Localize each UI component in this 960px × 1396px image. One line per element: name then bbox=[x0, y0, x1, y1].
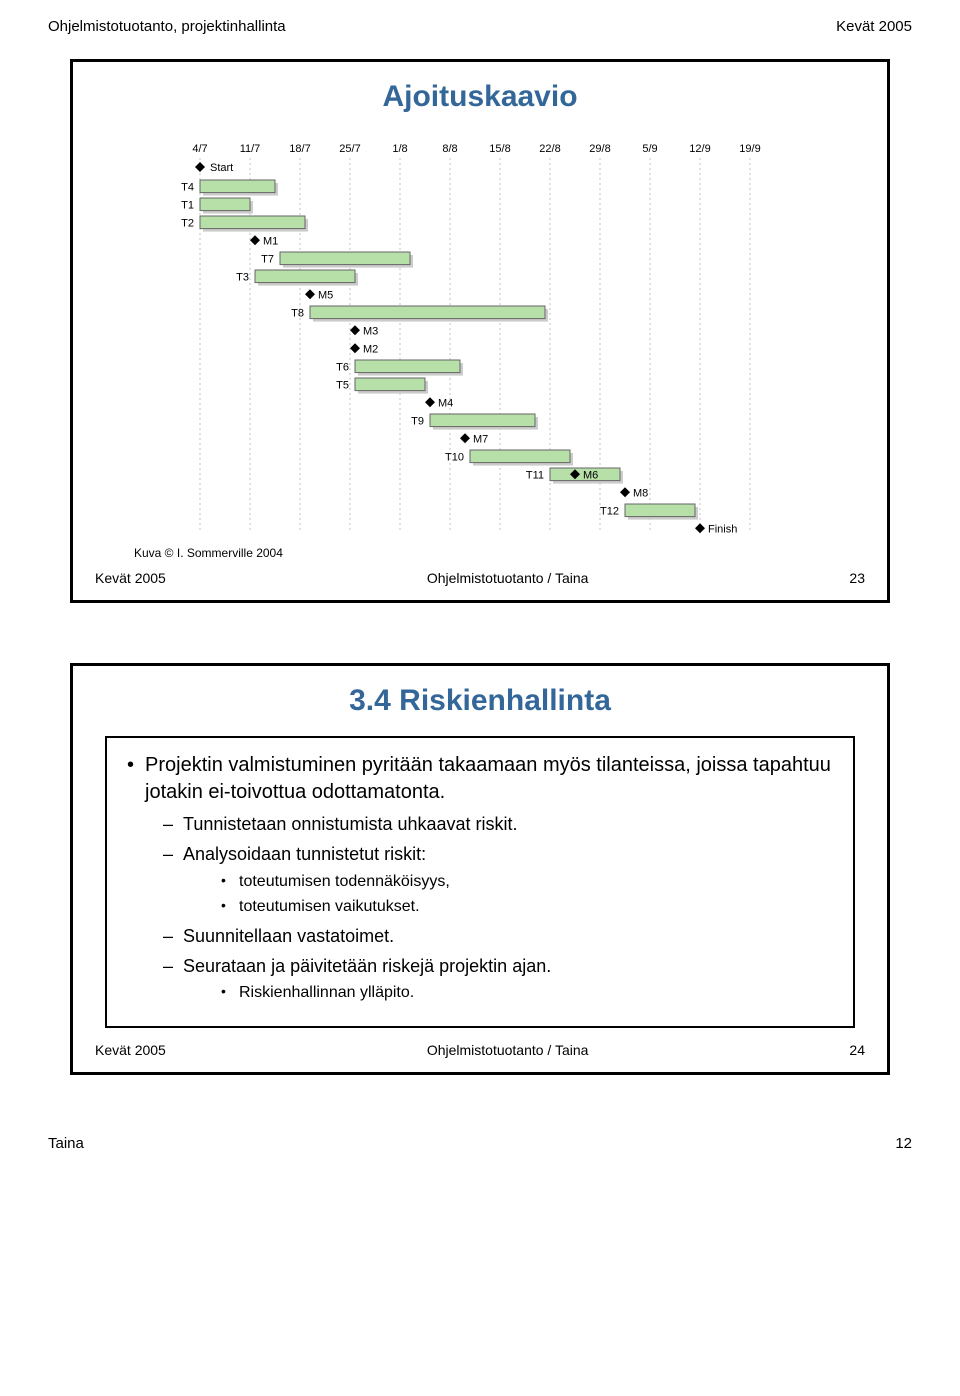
svg-text:22/8: 22/8 bbox=[539, 143, 560, 155]
svg-text:T7: T7 bbox=[261, 254, 274, 266]
svg-text:T2: T2 bbox=[181, 218, 194, 230]
svg-text:M3: M3 bbox=[363, 325, 378, 337]
svg-text:11/7: 11/7 bbox=[240, 143, 261, 155]
svg-text:M7: M7 bbox=[473, 433, 488, 445]
list-item: Tunnistetaan onnistumista uhkaavat riski… bbox=[145, 812, 837, 836]
page: Ohjelmistotuotanto, projektinhallinta Ke… bbox=[0, 0, 960, 1182]
header-right: Kevät 2005 bbox=[836, 18, 912, 35]
svg-text:M1: M1 bbox=[263, 235, 278, 247]
slide-1-footer-right: 23 bbox=[849, 570, 865, 586]
slide-2-footer: Kevät 2005 Ohjelmistotuotanto / Taina 24 bbox=[95, 1042, 865, 1058]
footer-left: Taina bbox=[48, 1135, 84, 1152]
list-item: Seurataan ja päivitetään riskejä projekt… bbox=[145, 954, 837, 1004]
svg-text:T11: T11 bbox=[526, 470, 544, 482]
bullet-level-3: toteutumisen todennäköisyys, toteutumisen… bbox=[183, 871, 837, 918]
gantt-svg: 4/7 11/7 18/7 25/7 1/8 8/8 15/8 22/8 29/8 5/9 12/9… bbox=[130, 132, 830, 542]
slide-2-footer-right: 24 bbox=[849, 1042, 865, 1058]
svg-text:T12: T12 bbox=[600, 506, 619, 518]
svg-text:T10: T10 bbox=[445, 452, 464, 464]
slide-1-footer-left: Kevät 2005 bbox=[95, 570, 166, 586]
svg-text:4/7: 4/7 bbox=[192, 143, 207, 155]
page-footer: Taina 12 bbox=[48, 1135, 912, 1152]
svg-text:18/7: 18/7 bbox=[289, 143, 310, 155]
slide-2-title: 3.4 Riskienhallinta bbox=[95, 684, 865, 718]
svg-text:M8: M8 bbox=[633, 487, 648, 499]
svg-text:8/8: 8/8 bbox=[442, 143, 457, 155]
svg-text:T4: T4 bbox=[181, 182, 194, 194]
slide-1-footer: Kevät 2005 Ohjelmistotuotanto / Taina 23 bbox=[95, 570, 865, 586]
list-item: Analysoidaan tunnistetut riskit:toteutum… bbox=[145, 842, 837, 917]
svg-text:T9: T9 bbox=[411, 416, 424, 428]
svg-text:T3: T3 bbox=[236, 272, 249, 284]
slide-2: 3.4 Riskienhallinta Projektin valmistumi… bbox=[70, 663, 890, 1075]
list-item: toteutumisen todennäköisyys, bbox=[183, 871, 837, 893]
svg-text:Finish: Finish bbox=[708, 523, 737, 535]
slide-1-title: Ajoituskaavio bbox=[95, 80, 865, 114]
list-item: Riskienhallinnan ylläpito. bbox=[183, 982, 837, 1004]
svg-text:15/8: 15/8 bbox=[489, 143, 510, 155]
slide-1: Ajoituskaavio 4/7 11/7 18/7 25/7 1/8 8/8 15/8 2… bbox=[70, 59, 890, 603]
page-header: Ohjelmistotuotanto, projektinhallinta Ke… bbox=[48, 18, 912, 35]
svg-text:T6: T6 bbox=[336, 362, 349, 374]
svg-text:M5: M5 bbox=[318, 289, 333, 301]
svg-text:19/9: 19/9 bbox=[739, 143, 760, 155]
svg-text:T5: T5 bbox=[336, 380, 349, 392]
bullet-level-2: Tunnistetaan onnistumista uhkaavat riski… bbox=[145, 812, 837, 1004]
list-item: Suunnitellaan vastatoimet. bbox=[145, 924, 837, 948]
bullet-level-1: Projektin valmistuminen pyritään takaama… bbox=[123, 752, 837, 1004]
list-item: toteutumisen vaikutukset. bbox=[183, 896, 837, 918]
svg-text:12/9: 12/9 bbox=[689, 143, 710, 155]
footer-right: 12 bbox=[895, 1135, 912, 1152]
svg-text:T1: T1 bbox=[181, 200, 194, 212]
svg-text:1/8: 1/8 bbox=[392, 143, 407, 155]
svg-text:25/7: 25/7 bbox=[339, 143, 360, 155]
svg-text:M6: M6 bbox=[583, 469, 598, 481]
svg-text:M4: M4 bbox=[438, 397, 453, 409]
svg-text:Start: Start bbox=[210, 162, 233, 174]
svg-text:29/8: 29/8 bbox=[589, 143, 610, 155]
header-left: Ohjelmistotuotanto, projektinhallinta bbox=[48, 18, 286, 35]
svg-text:M2: M2 bbox=[363, 343, 378, 355]
slide-2-footer-center: Ohjelmistotuotanto / Taina bbox=[427, 1042, 589, 1058]
slide-2-body: Projektin valmistuminen pyritään takaama… bbox=[105, 736, 855, 1028]
svg-text:5/9: 5/9 bbox=[642, 143, 657, 155]
gantt-caption: Kuva © I. Sommerville 2004 bbox=[134, 546, 830, 560]
slide-2-footer-left: Kevät 2005 bbox=[95, 1042, 166, 1058]
svg-text:T8: T8 bbox=[291, 308, 304, 320]
list-item: Projektin valmistuminen pyritään takaama… bbox=[123, 752, 837, 1004]
gantt-chart: 4/7 11/7 18/7 25/7 1/8 8/8 15/8 22/8 29/8 5/9 12/9… bbox=[130, 132, 830, 560]
slide-1-footer-center: Ohjelmistotuotanto / Taina bbox=[427, 570, 589, 586]
bullet-level-3: Riskienhallinnan ylläpito. bbox=[183, 982, 837, 1004]
